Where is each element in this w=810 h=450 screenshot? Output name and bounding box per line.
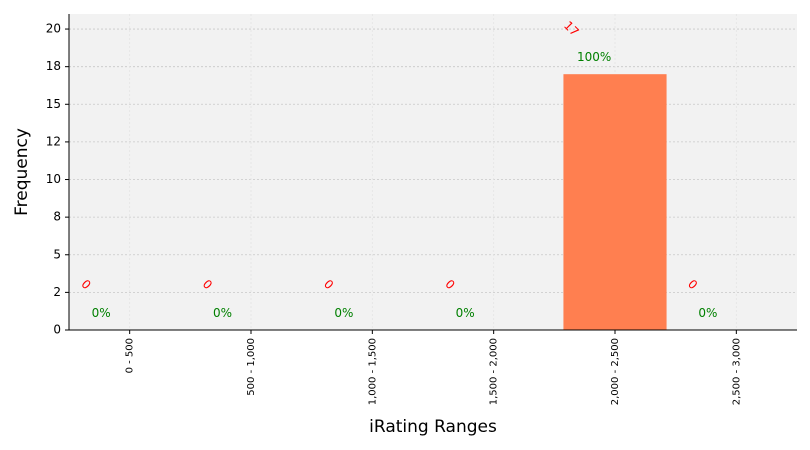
x-tick-label: 0 - 500 xyxy=(125,338,136,373)
percent-label: 100% xyxy=(577,50,611,64)
y-axis-title: Frequency xyxy=(12,128,32,216)
x-tick-label: 500 - 1,000 xyxy=(246,338,257,396)
bar xyxy=(563,74,667,330)
y-tick-label: 0 xyxy=(53,323,61,337)
y-tick-label: 12 xyxy=(46,134,61,148)
percent-label: 0% xyxy=(213,306,232,320)
x-tick-label: 2,500 - 3,000 xyxy=(731,338,742,405)
percent-label: 0% xyxy=(698,306,717,320)
percent-label: 0% xyxy=(456,306,475,320)
y-tick-label: 20 xyxy=(46,22,61,36)
percent-label: 0% xyxy=(92,306,111,320)
x-tick-label: 2,000 - 2,500 xyxy=(610,338,621,405)
y-tick-label: 8 xyxy=(53,210,61,224)
y-tick-label: 15 xyxy=(46,97,61,111)
x-axis-title: iRating Ranges xyxy=(369,417,497,437)
y-tick-label: 2 xyxy=(53,285,61,299)
percent-label: 0% xyxy=(334,306,353,320)
y-tick-label: 18 xyxy=(46,59,61,73)
y-tick-label: 5 xyxy=(53,247,61,261)
y-tick-label: 10 xyxy=(46,172,61,186)
x-tick-label: 1,500 - 2,000 xyxy=(489,338,500,405)
x-tick-label: 1,000 - 1,500 xyxy=(367,338,378,405)
